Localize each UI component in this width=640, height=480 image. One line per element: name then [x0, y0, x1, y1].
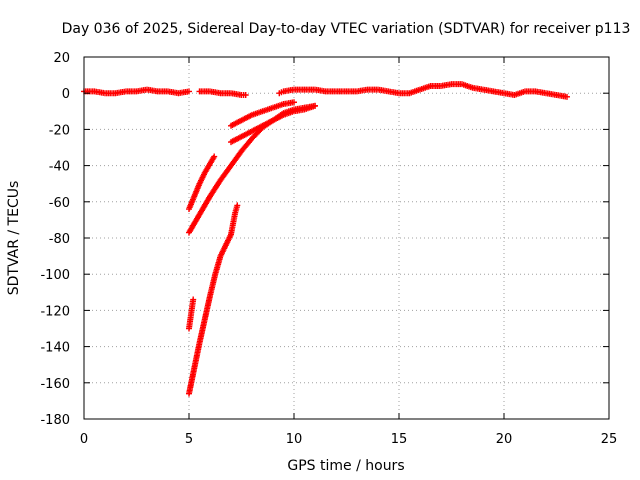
- x-tick-label: 10: [286, 432, 303, 447]
- x-tick-label: 15: [391, 432, 408, 447]
- data-point: [190, 296, 197, 303]
- axis-ticks: [83, 56, 610, 420]
- data-point: [242, 92, 249, 99]
- x-tick-label: 0: [80, 432, 88, 447]
- y-tick-label: 20: [53, 51, 70, 66]
- y-tick-labels: 20 0 -20 -40 -60 -80 -100 -120 -140 -160 -180: [40, 51, 70, 428]
- y-tick-label: 0: [62, 87, 70, 102]
- y-tick-label: -100: [40, 268, 70, 283]
- grid-lines: [84, 57, 609, 419]
- x-tick-label: 5: [185, 432, 193, 447]
- y-tick-label: -40: [49, 160, 70, 175]
- data-point: [564, 93, 570, 100]
- y-tick-label: -60: [49, 196, 70, 211]
- data-point: [312, 102, 318, 109]
- y-tick-label: -180: [40, 413, 70, 428]
- chart-title: Day 036 of 2025, Sidereal Day-to-day VTE…: [62, 21, 631, 37]
- x-tick-labels: 0 5 10 15 20 25: [80, 432, 617, 447]
- y-axis-label: SDTVAR / TECUs: [6, 181, 22, 296]
- y-tick-label: -140: [40, 341, 70, 356]
- y-tick-label: -80: [49, 232, 70, 247]
- data-points: [81, 81, 570, 397]
- y-tick-label: -120: [40, 304, 70, 319]
- data-point: [211, 153, 218, 160]
- y-tick-label: -20: [49, 123, 70, 138]
- data-point: [291, 99, 297, 106]
- y-tick-label: -160: [40, 377, 70, 392]
- x-axis-label: GPS time / hours: [287, 458, 404, 474]
- data-point: [186, 88, 192, 95]
- data-point: [234, 202, 241, 209]
- x-tick-label: 20: [496, 432, 513, 447]
- plot-frame: [83, 56, 610, 420]
- x-tick-label: 25: [601, 432, 618, 447]
